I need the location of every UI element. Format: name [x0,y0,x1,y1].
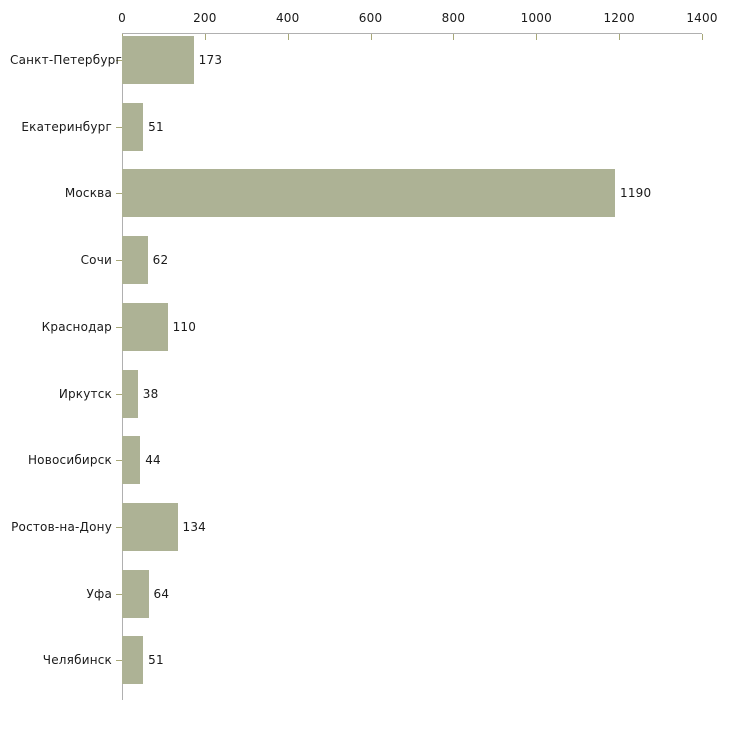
bar-row: 62 [0,236,730,285]
bar [122,636,144,685]
bar-value-label: 44 [145,453,161,468]
y-axis-tick [116,327,122,328]
bar [122,569,149,618]
bar-value-label: 62 [152,253,169,268]
category-label: Краснодар [41,319,112,334]
y-axis-tick [116,594,122,595]
x-axis-tick-label: 1200 [603,11,635,25]
bar-row: 44 [0,436,730,485]
bar-value-label: 51 [148,653,164,668]
bar [122,302,168,351]
category-label: Уфа [86,586,112,601]
category-label: Санкт-Петербург [10,53,122,67]
bar-row: 64 [0,569,730,618]
y-axis-tick [116,660,122,661]
x-axis-tick [536,34,538,40]
y-axis-tick [116,193,122,194]
x-axis-tick [204,34,206,40]
category-label: Москва [64,186,112,201]
y-axis-tick [116,260,122,261]
bar-value-label: 173 [198,53,223,67]
x-axis-tick [453,34,455,40]
bar-value-label: 64 [153,586,170,601]
y-axis-tick [116,394,122,395]
category-label: Иркутск [58,386,112,401]
bar-row: 110 [0,302,730,351]
bar-row: 51 [0,102,730,151]
bar [122,436,141,485]
bar-value-label: 134 [182,519,207,534]
bar-value-label: 51 [148,119,164,134]
bar [122,369,138,418]
x-axis-tick [287,34,289,40]
bar-value-label: 1190 [620,186,652,201]
x-axis-tick-label: 800 [441,11,466,25]
x-axis-line [122,33,702,34]
y-axis-line [122,33,123,700]
x-axis-tick-label: 0 [118,11,126,25]
bar [122,36,194,84]
y-axis-tick [116,460,122,461]
bar [122,236,148,285]
bar-value-label: 110 [172,319,197,334]
bar-value-label: 38 [142,386,159,401]
y-axis-tick [116,127,122,128]
bar [122,502,178,551]
bar-row: 38 [0,369,730,418]
bar [122,169,615,218]
x-axis-tick [702,34,703,40]
bar-row: 1190 [0,169,730,218]
x-axis-tick-label: 1400 [686,11,718,25]
bar-row: 51 [0,636,730,685]
x-axis-tick-label: 1000 [520,11,552,25]
x-axis-tick [619,34,621,40]
y-axis-tick [116,527,122,528]
x-axis-tick-label: 200 [193,11,217,25]
x-axis-tick-label: 400 [275,11,300,25]
y-axis-tick [116,60,122,61]
category-label: Сочи [80,253,112,268]
category-label: Челябинск [42,653,112,668]
bar [122,102,144,151]
category-label: Ростов-на-Дону [11,519,112,534]
bar-row: 173 [0,36,730,84]
x-axis-tick-label: 600 [358,11,383,25]
bar-row: 134 [0,502,730,551]
category-label: Новосибирск [27,453,112,468]
x-axis-tick [370,34,372,40]
category-label: Екатеринбург [21,119,112,134]
